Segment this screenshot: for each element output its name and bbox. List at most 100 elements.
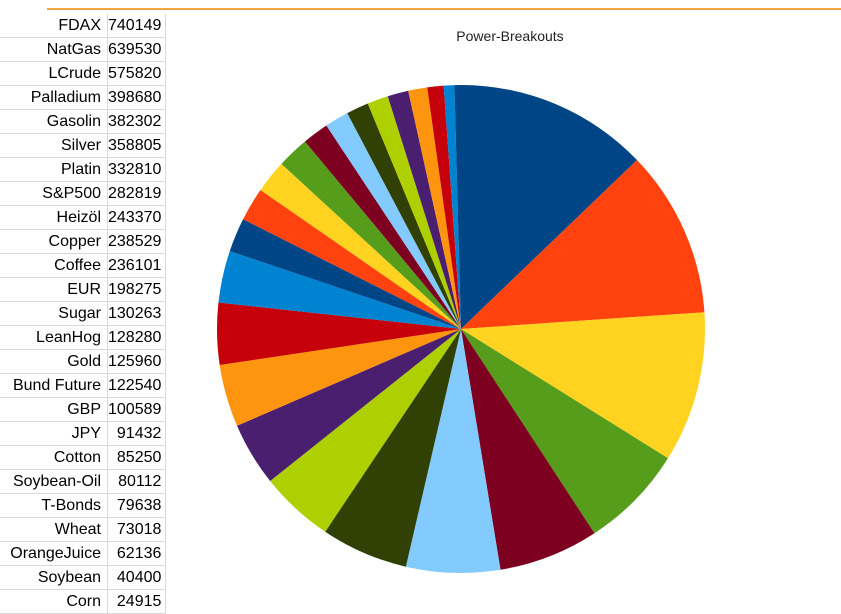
pie-slice-leanhog xyxy=(243,189,461,329)
row-value[interactable]: 79638 xyxy=(107,493,167,518)
pie-slice-gold xyxy=(260,163,461,329)
row-label[interactable]: S&P500 xyxy=(0,181,108,206)
table-row: NatGas 639530 xyxy=(0,37,167,62)
row-value[interactable]: 91432 xyxy=(107,421,167,446)
row-label[interactable]: Cotton xyxy=(0,445,108,470)
row-value[interactable]: 100589 xyxy=(107,397,167,422)
pie-slice-fdax xyxy=(461,85,638,329)
row-value[interactable]: 358805 xyxy=(107,133,167,158)
row-value[interactable]: 40400 xyxy=(107,565,167,590)
row-label[interactable]: Heizöl xyxy=(0,205,108,230)
table-row: Soybean 40400 xyxy=(0,565,167,590)
row-label[interactable]: Soybean xyxy=(0,565,108,590)
row-value[interactable]: 243370 xyxy=(107,205,167,230)
row-value[interactable]: 125960 xyxy=(107,349,167,374)
pie-slice-t-bonds xyxy=(387,90,461,329)
row-value[interactable]: 238529 xyxy=(107,229,167,254)
row-value[interactable]: 198275 xyxy=(107,277,167,302)
row-label[interactable]: Copper xyxy=(0,229,108,254)
pie-slice-wheat xyxy=(408,87,461,329)
pie-slice-silver xyxy=(405,329,501,574)
row-value[interactable]: 639530 xyxy=(107,37,167,62)
pie-slice-coffee xyxy=(217,302,461,365)
row-value[interactable]: 122540 xyxy=(107,373,167,398)
table-row: Palladium 398680 xyxy=(0,85,167,110)
pie-slice-lcrude xyxy=(461,312,705,459)
pie-slice-gbp xyxy=(304,125,461,329)
table-row: OrangeJuice 62136 xyxy=(0,541,167,566)
pie-slice-orangejuice xyxy=(427,85,461,330)
row-value[interactable]: 332810 xyxy=(107,157,167,182)
row-value[interactable]: 575820 xyxy=(107,61,167,86)
row-value[interactable]: 62136 xyxy=(107,541,167,566)
pie-chart xyxy=(217,85,705,574)
row-value[interactable]: 740149 xyxy=(107,14,167,38)
table-row: Bund Future 122540 xyxy=(0,373,167,398)
row-value[interactable]: 130263 xyxy=(107,301,167,326)
table-row: Gold 125960 xyxy=(0,349,167,374)
row-value[interactable]: 85250 xyxy=(107,445,167,470)
row-label[interactable]: Gasolin xyxy=(0,109,108,134)
table-row: Wheat 73018 xyxy=(0,517,167,542)
pie-slice-bund-future xyxy=(281,141,461,329)
pie-slice-sugar xyxy=(229,219,461,329)
row-label[interactable]: Platin xyxy=(0,157,108,182)
table-row: Cotton 85250 xyxy=(0,445,167,470)
row-label[interactable]: LeanHog xyxy=(0,325,108,350)
row-label[interactable]: LCrude xyxy=(0,61,108,86)
pie-slice-s-p500 xyxy=(270,329,461,532)
row-value[interactable]: 73018 xyxy=(107,517,167,542)
table-row: Copper 238529 xyxy=(0,229,167,254)
pie-slice-cotton xyxy=(347,103,461,330)
row-label[interactable]: T-Bonds xyxy=(0,493,108,518)
table-row: S&P500 282819 xyxy=(0,181,167,206)
row-label[interactable]: Bund Future xyxy=(0,373,108,398)
row-value[interactable]: 236101 xyxy=(107,253,167,278)
pie-slice-heiz-l xyxy=(237,329,461,482)
row-label[interactable]: GBP xyxy=(0,397,108,422)
row-label[interactable]: Gold xyxy=(0,349,108,374)
pie-slice-soybean xyxy=(443,85,461,329)
table-row: Coffee 236101 xyxy=(0,253,167,278)
pie-slice-corn xyxy=(454,85,461,329)
table-row: FDAX 740149 xyxy=(0,14,167,38)
header-accent-line xyxy=(47,8,841,10)
row-label[interactable]: NatGas xyxy=(0,37,108,62)
table-row: Silver 358805 xyxy=(0,133,167,158)
pie-slice-soybean-oil xyxy=(367,96,461,329)
row-label[interactable]: Sugar xyxy=(0,301,108,326)
row-label[interactable]: Silver xyxy=(0,133,108,158)
table-row: LCrude 575820 xyxy=(0,61,167,86)
table-row: Platin 332810 xyxy=(0,157,167,182)
table-row: EUR 198275 xyxy=(0,277,167,302)
table-row: Soybean-Oil 80112 xyxy=(0,469,167,494)
row-value[interactable]: 398680 xyxy=(107,85,167,110)
table-row: GBP 100589 xyxy=(0,397,167,422)
row-label[interactable]: Soybean-Oil xyxy=(0,469,108,494)
pie-slice-gasolin xyxy=(461,329,595,570)
row-value[interactable]: 282819 xyxy=(107,181,167,206)
pie-slice-palladium xyxy=(461,329,668,534)
row-label[interactable]: Palladium xyxy=(0,85,108,110)
table-row: Gasolin 382302 xyxy=(0,109,167,134)
row-value[interactable]: 80112 xyxy=(107,469,167,494)
pie-slice-jpy xyxy=(326,113,461,329)
chart-title: Power-Breakouts xyxy=(456,28,564,44)
table-row: T-Bonds 79638 xyxy=(0,493,167,518)
row-value[interactable]: 128280 xyxy=(107,325,167,350)
pie-slice-natgas xyxy=(461,160,705,329)
table-row: LeanHog 128280 xyxy=(0,325,167,350)
row-label[interactable]: Wheat xyxy=(0,517,108,542)
table-row: Sugar 130263 xyxy=(0,301,167,326)
row-label[interactable]: FDAX xyxy=(0,14,108,38)
table-row: Heizöl 243370 xyxy=(0,205,167,230)
row-label[interactable]: OrangeJuice xyxy=(0,541,108,566)
pie-slice-platin xyxy=(325,329,461,567)
data-table: FDAX 740149 NatGas 639530 LCrude 575820 Pallad… xyxy=(0,14,167,614)
pie-slice-copper xyxy=(219,329,461,426)
pie-slice-eur xyxy=(218,251,461,329)
row-label[interactable]: EUR xyxy=(0,277,108,302)
row-value[interactable]: 382302 xyxy=(107,109,167,134)
row-label[interactable]: Coffee xyxy=(0,253,108,278)
row-label[interactable]: JPY xyxy=(0,421,108,446)
